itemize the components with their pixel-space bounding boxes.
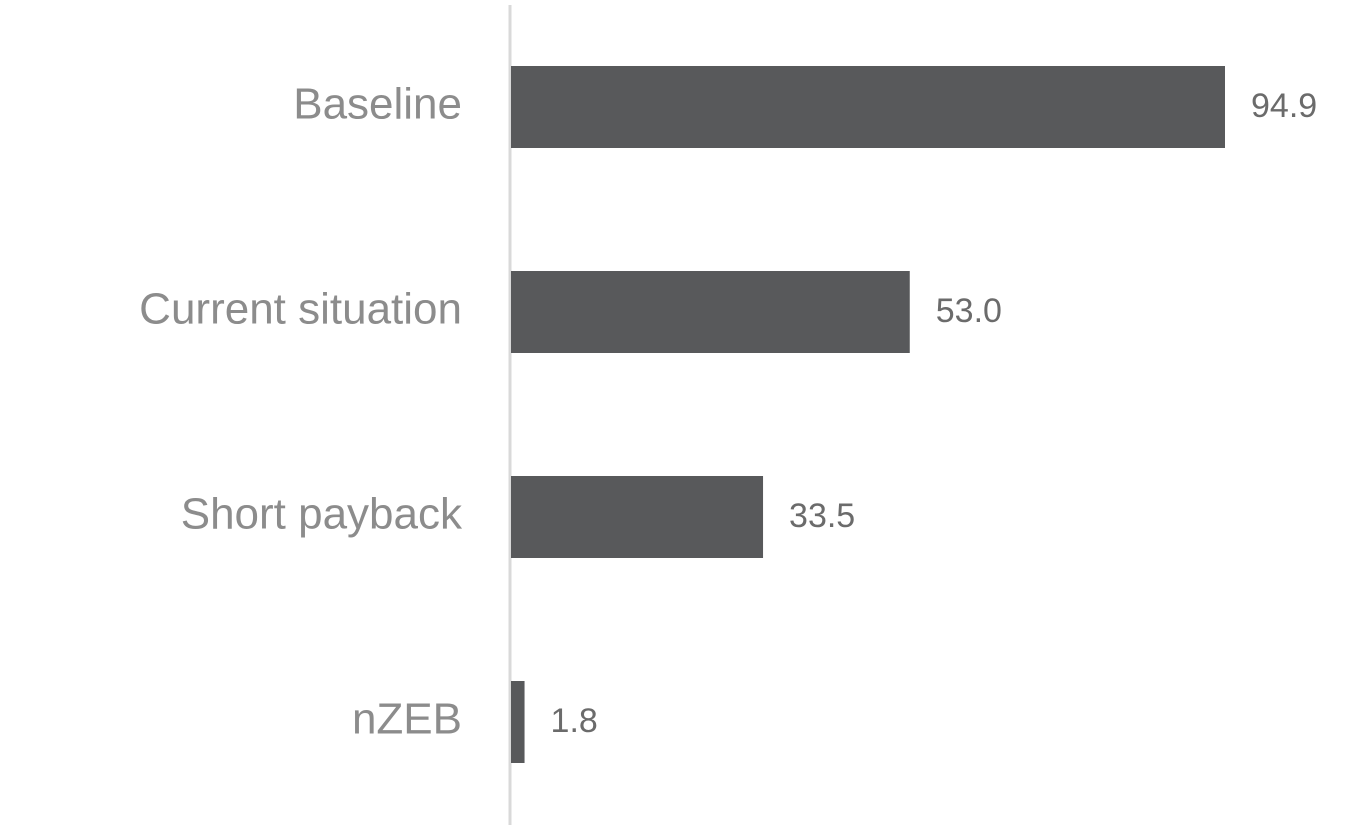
bar — [511, 271, 910, 353]
value-label: 1.8 — [551, 702, 598, 740]
category-label: Baseline — [293, 80, 462, 129]
category-label: nZEB — [352, 695, 462, 744]
bar — [511, 476, 764, 558]
value-label: 33.5 — [789, 497, 855, 535]
category-label: Current situation — [139, 285, 462, 334]
value-label: 94.9 — [1251, 87, 1317, 125]
category-label: Short payback — [181, 490, 463, 539]
value-label: 53.0 — [936, 292, 1002, 330]
bar — [511, 66, 1225, 148]
bar — [511, 681, 525, 763]
